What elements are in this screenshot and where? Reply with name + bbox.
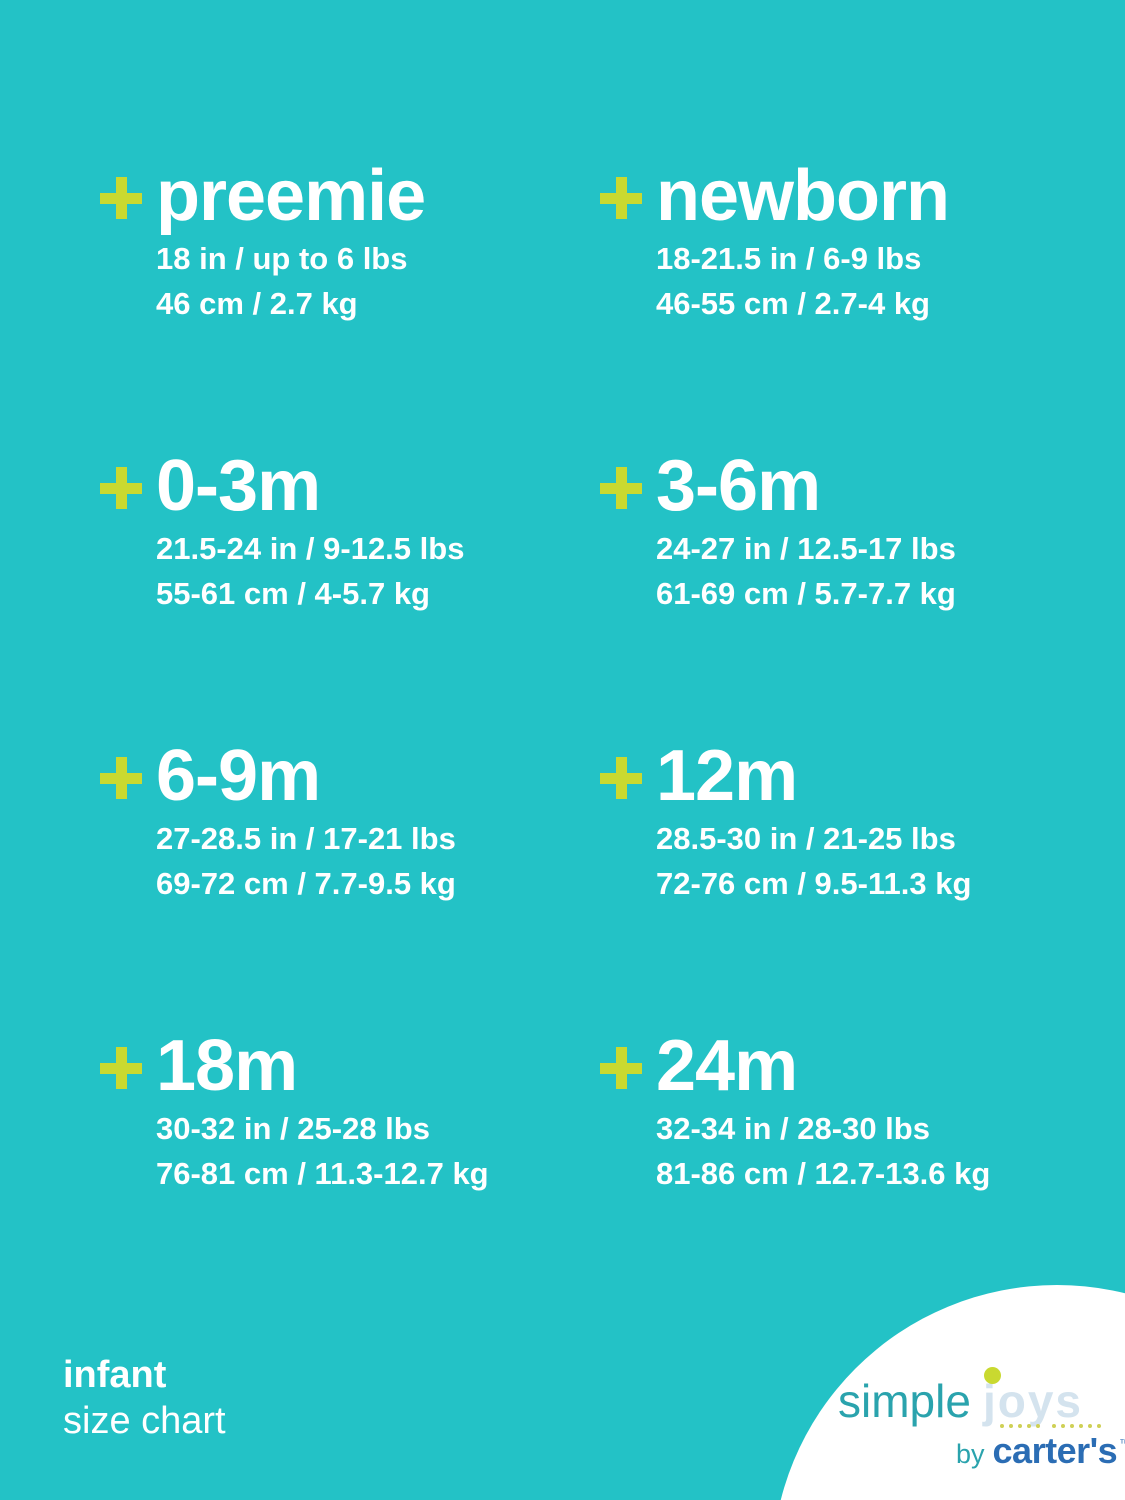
size-metric: 55-61 cm / 4-5.7 kg	[156, 576, 430, 611]
size-label: newborn	[656, 156, 950, 236]
size-text: 18m 30-32 in / 25-28 lbs 76-81 cm / 11.3…	[156, 1030, 489, 1196]
size-block-18m: 18m 30-32 in / 25-28 lbs 76-81 cm / 11.3…	[100, 1030, 489, 1196]
size-imperial: 24-27 in / 12.5-17 lbs	[656, 531, 956, 566]
size-imperial: 27-28.5 in / 17-21 lbs	[156, 821, 456, 856]
size-label: 6-9m	[156, 736, 321, 816]
size-imperial: 21.5-24 in / 9-12.5 lbs	[156, 531, 465, 566]
size-metric: 69-72 cm / 7.7-9.5 kg	[156, 866, 456, 901]
size-label: 24m	[656, 1026, 798, 1106]
size-block-24m: 24m 32-34 in / 28-30 lbs 81-86 cm / 12.7…	[600, 1030, 990, 1196]
chart-title-regular: size chart	[63, 1400, 226, 1442]
logo-dotted-underline-right	[1052, 1424, 1101, 1428]
size-metric: 46-55 cm / 2.7-4 kg	[656, 286, 930, 321]
size-label: 18m	[156, 1026, 298, 1106]
size-metric: 46 cm / 2.7 kg	[156, 286, 358, 321]
size-text: 0-3m 21.5-24 in / 9-12.5 lbs 55-61 cm / …	[156, 450, 464, 616]
logo-j-dot-icon	[984, 1367, 1001, 1384]
size-block-preemie: preemie 18 in / up to 6 lbs 46 cm / 2.7 …	[100, 156, 426, 326]
plus-icon	[100, 467, 142, 509]
plus-icon	[100, 757, 142, 799]
size-text: 3-6m 24-27 in / 12.5-17 lbs 61-69 cm / 5…	[656, 450, 956, 616]
plus-icon	[600, 1047, 642, 1089]
plus-icon	[100, 1047, 142, 1089]
size-text: preemie 18 in / up to 6 lbs 46 cm / 2.7 …	[156, 156, 426, 326]
logo-word-joys: joys	[982, 1375, 1083, 1427]
size-metric: 76-81 cm / 11.3-12.7 kg	[156, 1156, 489, 1191]
chart-title: infant size chart	[63, 1352, 226, 1444]
logo-word-simple: simple	[838, 1375, 971, 1427]
size-text: 24m 32-34 in / 28-30 lbs 81-86 cm / 12.7…	[656, 1030, 990, 1196]
logo-word-by: by	[956, 1439, 985, 1469]
size-block-newborn: newborn 18-21.5 in / 6-9 lbs 46-55 cm / …	[600, 156, 950, 326]
chart-title-bold: infant	[63, 1354, 167, 1396]
brand-logo-byline: by carter's ™	[956, 1430, 1125, 1472]
trademark-symbol: ™	[1119, 1438, 1125, 1450]
size-label: preemie	[156, 156, 426, 236]
plus-icon	[600, 757, 642, 799]
plus-icon	[600, 467, 642, 509]
size-metric: 72-76 cm / 9.5-11.3 kg	[656, 866, 972, 901]
size-imperial: 30-32 in / 25-28 lbs	[156, 1111, 430, 1146]
size-label: 12m	[656, 736, 798, 816]
size-imperial: 32-34 in / 28-30 lbs	[656, 1111, 930, 1146]
plus-icon	[100, 177, 142, 219]
size-label: 0-3m	[156, 446, 321, 526]
size-imperial: 28.5-30 in / 21-25 lbs	[656, 821, 956, 856]
size-metric: 81-86 cm / 12.7-13.6 kg	[656, 1156, 991, 1191]
size-text: 12m 28.5-30 in / 21-25 lbs 72-76 cm / 9.…	[656, 740, 971, 906]
size-block-3-6m: 3-6m 24-27 in / 12.5-17 lbs 61-69 cm / 5…	[600, 450, 956, 616]
logo-word-carters: carter's	[992, 1430, 1118, 1471]
plus-icon	[600, 177, 642, 219]
size-block-0-3m: 0-3m 21.5-24 in / 9-12.5 lbs 55-61 cm / …	[100, 450, 464, 616]
size-label: 3-6m	[656, 446, 821, 526]
brand-logo-wordmark: simple joys	[838, 1374, 1083, 1428]
size-block-12m: 12m 28.5-30 in / 21-25 lbs 72-76 cm / 9.…	[600, 740, 971, 906]
size-block-6-9m: 6-9m 27-28.5 in / 17-21 lbs 69-72 cm / 7…	[100, 740, 456, 906]
size-metric: 61-69 cm / 5.7-7.7 kg	[656, 576, 956, 611]
size-imperial: 18-21.5 in / 6-9 lbs	[656, 241, 922, 276]
size-text: 6-9m 27-28.5 in / 17-21 lbs 69-72 cm / 7…	[156, 740, 456, 906]
logo-dotted-underline-left	[1000, 1424, 1040, 1428]
size-imperial: 18 in / up to 6 lbs	[156, 241, 408, 276]
size-text: newborn 18-21.5 in / 6-9 lbs 46-55 cm / …	[656, 156, 950, 326]
